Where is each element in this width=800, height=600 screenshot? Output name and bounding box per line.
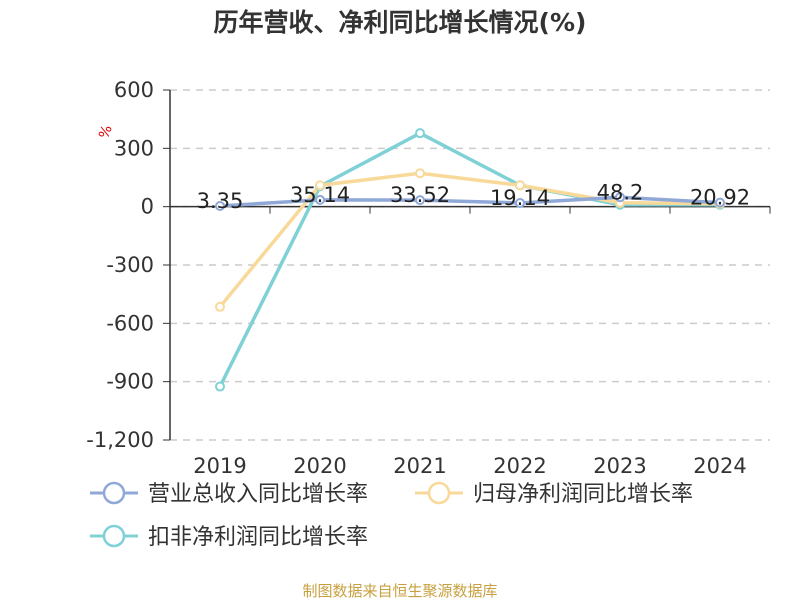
data-point [315,194,325,205]
data-point [515,197,525,208]
x-tick-labels: 2019 2020 2021 2022 2023 2024 [193,454,746,478]
y-tick-label: -900 [106,370,154,394]
series-line [218,131,720,388]
data-label: 20.92 [690,186,750,210]
data-point [415,128,425,139]
source-note: 制图数据来自恒生聚源数据库 [302,582,497,600]
x-tick-label: 2022 [493,454,546,478]
legend-item[interactable]: 扣非净利润同比增长率 [90,524,368,550]
y-axis-unit: % [96,123,116,141]
x-tick-label: 2021 [393,454,446,478]
y-tick-label: -300 [106,253,154,277]
legend-label: 营业总收入同比增长率 [148,482,368,507]
legend-label: 扣非净利润同比增长率 [148,525,368,550]
data-point [215,301,225,312]
legend-label: 归母净利润同比增长率 [473,482,693,507]
x-tick-label: 2023 [593,454,646,478]
data-point [715,197,725,208]
chart-title: 历年营收、净利同比增长情况(%) [214,8,587,37]
y-tick-label: 0 [141,195,154,219]
legend-marker [102,481,126,505]
y-tick-label: 300 [114,136,154,160]
data-label: 19.14 [490,186,550,210]
legend-marker [102,524,126,548]
grid-lines [170,89,770,441]
data-point [415,168,425,179]
x-tick-label: 2019 [193,454,246,478]
data-label: 35.14 [290,183,350,207]
data-point [515,180,525,191]
data-labels: 3.35 35.14 33.52 19.14 48.2 20.92 [197,180,750,213]
y-tick-label: 600 [114,78,154,102]
data-label: 3.35 [197,189,244,213]
data-label: 33.52 [390,183,450,207]
axes [163,89,771,441]
data-point [415,195,425,206]
y-tick-label: -600 [106,311,154,335]
legend-marker [427,481,451,505]
data-point [615,192,625,203]
legend-item[interactable]: 营业总收入同比增长率 [90,481,368,507]
series-line [219,195,721,208]
data-point [215,201,225,212]
data-label: 48.2 [597,180,644,204]
legend-item[interactable]: 归母净利润同比增长率 [415,481,693,507]
series-line [218,171,721,308]
data-point [215,381,225,392]
series-lines [218,131,721,388]
series-points [215,128,725,392]
y-tick-label: -1,200 [86,428,154,452]
x-tick-label: 2020 [293,454,346,478]
data-point [315,180,325,191]
y-tick-labels: 600 300 0 -300 -600 -900 -1,200 [86,78,154,452]
x-tick-label: 2024 [693,454,746,478]
